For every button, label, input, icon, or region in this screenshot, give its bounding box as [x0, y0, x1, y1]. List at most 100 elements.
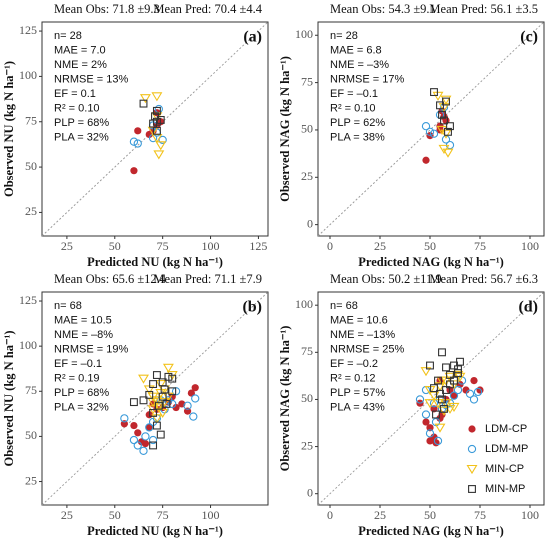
point	[429, 129, 439, 138]
point	[148, 435, 158, 445]
point	[438, 395, 446, 404]
point	[183, 401, 192, 410]
stat-text: EF = –0.1	[54, 358, 102, 370]
point	[120, 414, 129, 423]
point	[442, 97, 450, 106]
point	[438, 348, 446, 357]
y-tick-label: 100	[295, 297, 313, 311]
header-right: Mean Pred: 71.1 ±7.9	[153, 272, 262, 286]
point	[454, 369, 462, 378]
x-tick-label: 25	[61, 239, 73, 253]
stat-text: R² = 0.19	[54, 372, 100, 384]
stat-text: n= 68	[330, 300, 358, 312]
stat-text: NME = –13%	[330, 329, 395, 341]
plot-frame	[317, 291, 545, 506]
legend-marker	[467, 444, 477, 454]
y-tick-label: 25	[25, 204, 37, 218]
header-right: Mean Pred: 70.4 ±4.4	[153, 2, 262, 16]
y-tick-label: 0	[307, 485, 313, 499]
point	[141, 432, 150, 441]
point	[415, 395, 425, 404]
point	[469, 395, 479, 404]
point	[133, 441, 142, 450]
point	[154, 401, 163, 410]
point	[462, 386, 470, 394]
header-left: Mean Obs: 71.8 ±9.3	[54, 2, 160, 16]
x-axis-label: Predicted NU (kg N ha⁻¹)	[87, 255, 223, 269]
y-tick-label: 125	[19, 293, 37, 307]
legend-label: MIN-CP	[485, 463, 524, 475]
point	[420, 367, 432, 377]
point	[134, 429, 142, 437]
point	[139, 94, 151, 104]
point	[425, 429, 435, 438]
x-tick-label: 75	[157, 239, 169, 253]
point	[158, 135, 167, 145]
stat-text: MAE = 10.5	[54, 314, 112, 326]
point	[172, 403, 180, 412]
point	[139, 99, 148, 108]
x-tick-label: 100	[202, 239, 220, 253]
point	[421, 122, 431, 131]
stat-text: PLA = 38%	[330, 131, 385, 143]
point	[446, 122, 454, 131]
point	[465, 389, 475, 398]
panel-label: (a)	[243, 29, 262, 46]
y-axis-label: Observed NAG (kg N ha⁻¹)	[278, 326, 292, 472]
stat-text: MAE = 6.8	[330, 44, 382, 56]
stat-text: EF = –0.2	[330, 358, 378, 370]
stat-text: PLP = 68%	[54, 117, 109, 129]
plot-frame	[317, 21, 545, 237]
x-tick-label: 25	[374, 508, 386, 522]
point	[133, 139, 142, 148]
stat-text: R² = 0.10	[54, 102, 100, 114]
point	[149, 408, 158, 417]
stat-text: MAE = 10.6	[330, 314, 388, 326]
point	[450, 392, 458, 400]
stat-text: NME = –3%	[330, 59, 389, 71]
x-tick-label: 75	[474, 239, 486, 253]
point	[129, 435, 139, 445]
stat-text: n= 28	[54, 30, 82, 42]
point	[470, 376, 478, 385]
y-tick-label: 75	[25, 113, 37, 127]
point	[145, 390, 154, 399]
point	[152, 106, 161, 115]
point	[448, 402, 460, 413]
point	[189, 412, 198, 421]
point	[430, 88, 438, 97]
y-tick-label: 75	[301, 74, 313, 88]
y-tick-label: 50	[25, 428, 37, 442]
point	[424, 399, 436, 409]
y-tick-label: 50	[25, 159, 37, 173]
point	[440, 95, 452, 105]
point	[434, 423, 446, 433]
point	[440, 129, 452, 139]
point	[141, 440, 150, 448]
point	[432, 439, 440, 447]
y-tick-label: 100	[295, 27, 313, 41]
header-left: Mean Obs: 54.3 ±9.1	[330, 2, 436, 16]
stat-text: NRMSE = 17%	[330, 73, 404, 85]
y-tick-label: 25	[301, 438, 313, 452]
y-tick-label: 75	[301, 344, 313, 358]
header-left: Mean Obs: 50.2 ±11.9	[330, 272, 442, 286]
y-axis-label: Observed NU (kg N ha⁻¹)	[2, 61, 16, 197]
point	[438, 103, 450, 113]
point	[430, 384, 438, 393]
point	[191, 384, 199, 392]
point	[425, 127, 435, 136]
point	[156, 430, 165, 439]
point	[432, 399, 444, 409]
point	[442, 363, 450, 372]
point	[153, 403, 165, 413]
point	[440, 404, 448, 413]
point	[139, 396, 148, 405]
point	[168, 387, 177, 396]
point	[448, 380, 460, 390]
point	[130, 167, 138, 175]
x-tick-label: 100	[521, 239, 539, 253]
point	[444, 127, 452, 136]
point	[149, 441, 158, 450]
stat-text: EF = 0.1	[54, 88, 96, 100]
